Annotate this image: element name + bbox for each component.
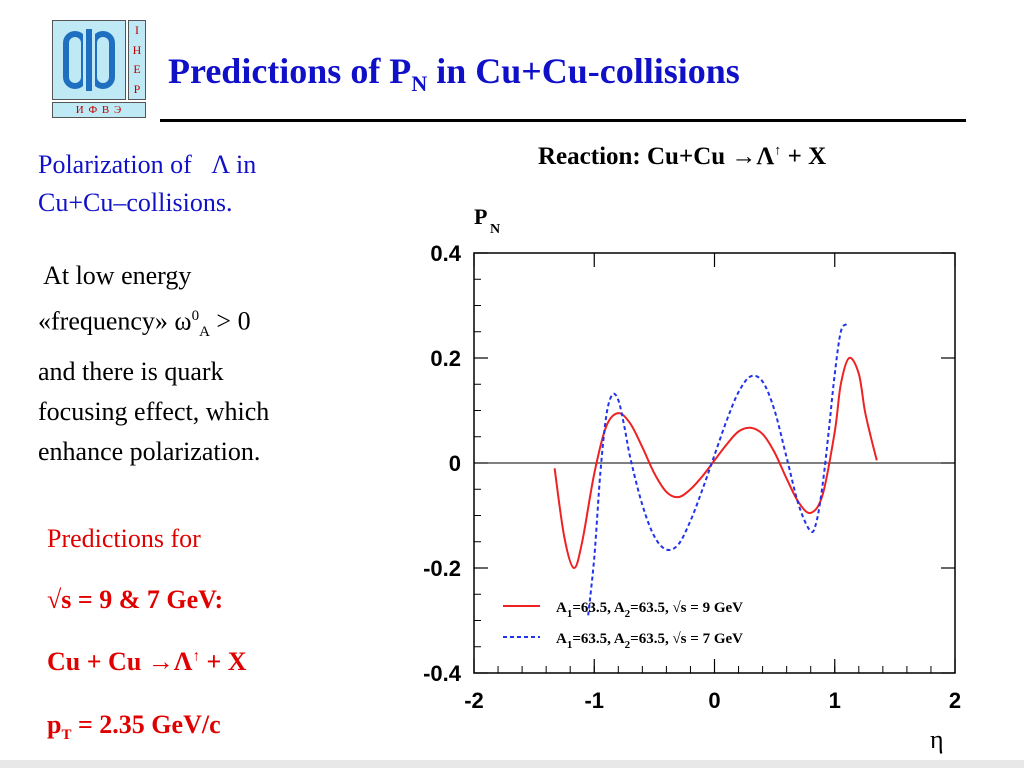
predictions-energy: √s = 9 & 7 GeV:	[47, 585, 224, 614]
y-tick-label: 0.2	[430, 346, 461, 371]
series-line-7gev	[587, 323, 848, 616]
reaction-sup: ↑	[774, 143, 782, 159]
left-heading-line: Polarization of Λ in	[38, 150, 257, 179]
logo-letter: E	[133, 62, 141, 77]
y-axis-label-sub: N	[490, 222, 500, 237]
body-line: At low energy	[38, 261, 192, 290]
x-tick-label: 2	[949, 688, 961, 713]
y-axis-label: P	[474, 204, 487, 229]
y-tick-label: 0.4	[430, 241, 461, 266]
left-body-text: At low energy «frequency» ω0A > 0 and th…	[38, 256, 348, 472]
logo-letter: H	[132, 42, 142, 57]
predictions-pt-sub: T	[61, 727, 72, 744]
reaction-text: Reaction: Cu+Cu →Λ	[538, 143, 775, 170]
x-axis-label: η	[930, 725, 944, 754]
reaction-post: + X	[781, 143, 827, 170]
series-line-9gev	[553, 356, 878, 569]
title-main: Predictions of P	[168, 51, 412, 91]
x-tick-label: 1	[829, 688, 841, 713]
y-tick-label: -0.2	[423, 556, 461, 581]
left-heading-line: Cu+Cu–collisions.	[38, 188, 233, 217]
x-tick-label: -2	[464, 688, 484, 713]
title-divider	[160, 119, 966, 122]
legend-label: A1=63.5, A2=63.5, √s = 9 GeV	[556, 600, 743, 620]
predictions-reaction: Cu + Cu →Λ↑ + X	[47, 647, 247, 677]
frequency-text: «frequency» ω	[38, 306, 192, 336]
predictions-reaction-text: Cu + Cu →Λ	[47, 647, 193, 676]
title-rest: in Cu+Cu-collisions	[427, 51, 740, 91]
body-line: «frequency» ω0A > 0	[38, 296, 348, 352]
frequency-sup: 0	[191, 308, 200, 324]
left-heading: Polarization of Λ in Cu+Cu–collisions.	[38, 146, 338, 222]
logo-letter: P	[133, 81, 141, 96]
body-line: and there is quark	[38, 356, 224, 386]
footer-bar	[0, 760, 1024, 768]
logo-letter: I	[135, 23, 139, 38]
ihep-logo: I H E P И Ф В Э	[52, 20, 146, 118]
x-tick-label: 0	[708, 688, 720, 713]
x-tick-label: -1	[584, 688, 604, 713]
predictions-pt-value: = 2.35 GeV/c	[71, 710, 221, 739]
predictions-pt-text: p	[47, 710, 62, 739]
reaction-label: Reaction: Cu+Cu →Λ↑ + X	[538, 143, 826, 171]
body-line: focusing effect, which	[38, 396, 270, 426]
legend-label: A1=63.5, A2=63.5, √s = 7 GeV	[556, 631, 743, 651]
predictions-pt: pT = 2.35 GeV/c	[47, 710, 221, 744]
y-tick-label: -0.4	[423, 661, 462, 686]
page-title: Predictions of PN in Cu+Cu-collisions	[168, 50, 740, 97]
frequency-sub: A	[199, 323, 210, 340]
frequency-condition: > 0	[209, 306, 251, 336]
logo-emblem-icon	[63, 27, 115, 93]
title-subscript: N	[411, 71, 428, 97]
y-tick-label: 0	[449, 451, 461, 476]
logo-emblem	[52, 20, 126, 100]
predictions-heading: Predictions for	[47, 524, 201, 553]
predictions-reaction-post: + X	[199, 647, 247, 676]
logo-side-letters: I H E P	[128, 20, 146, 100]
body-line: enhance polarization.	[38, 436, 261, 466]
logo-bottom-text: И Ф В Э	[52, 102, 146, 118]
predictions-reaction-sup: ↑	[192, 648, 200, 665]
